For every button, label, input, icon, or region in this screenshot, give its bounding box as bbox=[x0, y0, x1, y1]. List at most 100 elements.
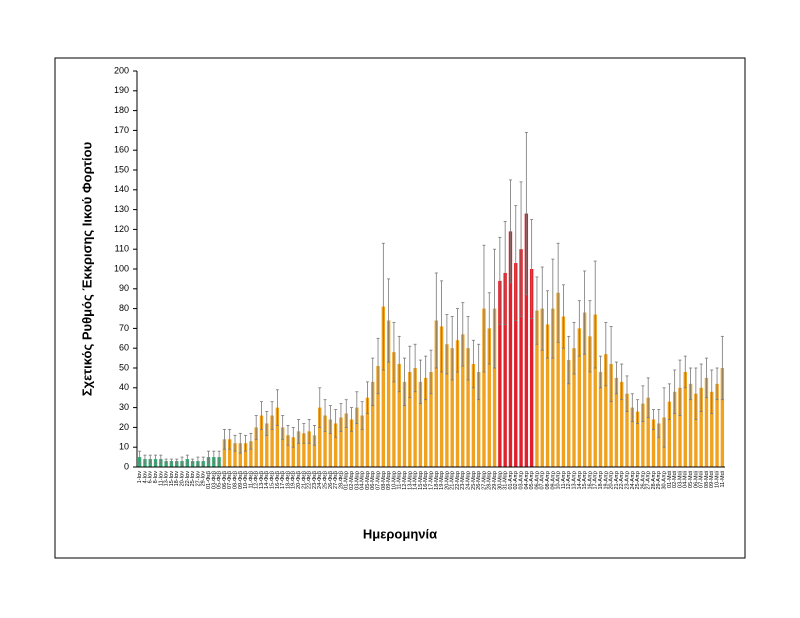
x-tick-label: 23-Μαρ bbox=[460, 471, 466, 490]
bar bbox=[688, 383, 693, 467]
y-tick-label: 110 bbox=[115, 244, 129, 254]
x-tick-label: 04-Μαρ bbox=[360, 471, 366, 490]
y-tick-label: 50 bbox=[119, 362, 129, 372]
y-tick-label: 190 bbox=[114, 85, 129, 95]
x-tick-label: 25-Μαρ bbox=[471, 471, 477, 490]
bar bbox=[413, 368, 417, 467]
x-tick-label: 31-Μαρ bbox=[503, 471, 509, 490]
bar bbox=[556, 292, 560, 467]
bar bbox=[339, 417, 343, 467]
bar bbox=[704, 377, 709, 467]
bar bbox=[508, 231, 513, 467]
x-tick-label: 29-Ιαν bbox=[201, 471, 207, 487]
bar bbox=[609, 364, 613, 467]
x-tick-label: 06-Φεβ bbox=[222, 471, 228, 489]
x-tick-label: 30-Μαρ bbox=[497, 471, 503, 490]
bar bbox=[164, 461, 168, 467]
bar bbox=[333, 423, 338, 467]
bar bbox=[355, 407, 359, 467]
x-tick-label: 12-Μαρ bbox=[402, 471, 408, 490]
x-tick-label: 09-Μαϊ bbox=[709, 470, 715, 488]
x-tick-label: 11-Φεβ bbox=[248, 471, 254, 489]
bar bbox=[371, 381, 375, 467]
bar bbox=[540, 308, 544, 467]
bar bbox=[190, 461, 195, 467]
bar bbox=[296, 431, 301, 467]
x-tick-label: 20-Ιαν bbox=[179, 471, 185, 487]
x-tick-label: 18-Μαρ bbox=[434, 471, 440, 490]
x-tick-label: 25-Φεβ bbox=[323, 471, 329, 489]
x-tick-label: 19-Απρ bbox=[603, 471, 609, 490]
bar bbox=[280, 427, 285, 467]
x-tick-label: 05-Μαϊ bbox=[688, 470, 694, 488]
bar bbox=[710, 391, 714, 467]
bar bbox=[466, 348, 470, 467]
x-tick-label: 14-Απρ bbox=[577, 471, 583, 490]
x-tick-label: 16-Μαρ bbox=[423, 471, 429, 490]
y-tick-label: 140 bbox=[114, 184, 129, 194]
x-tick-label: 11-Ιαν bbox=[158, 471, 164, 486]
bar bbox=[461, 334, 465, 467]
x-tick-label: 15-Απρ bbox=[582, 471, 588, 490]
x-tick-label: 22-Φεβ bbox=[307, 471, 313, 489]
x-tick-label: 28-Φεβ bbox=[338, 471, 344, 489]
x-tick-label: 13-Μαρ bbox=[407, 471, 413, 490]
bar bbox=[641, 403, 645, 467]
bar bbox=[312, 435, 317, 467]
bar bbox=[699, 387, 703, 467]
x-tick-label: 01-Μαϊ bbox=[667, 470, 673, 488]
bar bbox=[657, 423, 661, 467]
x-tick-label: 14-Μαρ bbox=[413, 471, 419, 490]
x-tick-label: 01-Φεβ bbox=[206, 471, 212, 489]
x-tick-label: 28-Μαρ bbox=[487, 471, 493, 490]
x-tick-label: 11-Μαϊ bbox=[720, 470, 726, 487]
y-tick-label: 70 bbox=[119, 323, 129, 333]
bar bbox=[604, 354, 608, 467]
bar bbox=[344, 413, 348, 467]
x-tick-label: 21-Μαρ bbox=[450, 471, 456, 490]
bar bbox=[651, 419, 656, 467]
x-tick-label: 14-Φεβ bbox=[264, 471, 270, 489]
x-tick-label: 27-Απρ bbox=[646, 471, 652, 490]
x-tick-label: 05-Φεβ bbox=[217, 471, 223, 489]
bar bbox=[582, 312, 587, 467]
bar bbox=[561, 316, 566, 467]
bar bbox=[529, 269, 534, 467]
y-tick-label: 130 bbox=[114, 204, 129, 214]
x-tick-label: 18-Φεβ bbox=[285, 471, 291, 489]
x-tick-label: 26-Μαρ bbox=[476, 471, 482, 490]
bar bbox=[418, 381, 423, 467]
bar bbox=[593, 314, 597, 467]
x-tick-label: 8-Ιαν bbox=[153, 471, 159, 484]
bar bbox=[238, 443, 242, 467]
x-tick-label: 01-Απρ bbox=[508, 471, 514, 490]
bar bbox=[254, 427, 258, 467]
bar bbox=[498, 280, 502, 467]
bar bbox=[482, 308, 486, 467]
x-tick-label: 24-Απρ bbox=[630, 471, 636, 490]
bar bbox=[514, 263, 518, 467]
y-tick-label: 150 bbox=[114, 164, 129, 174]
x-tick-label: 06-Μαρ bbox=[370, 471, 376, 490]
y-tick-label: 120 bbox=[114, 224, 129, 234]
x-tick-label: 11-Απρ bbox=[561, 471, 567, 489]
x-tick-label: 4-Ιαν bbox=[142, 471, 148, 484]
x-tick-label: 29-Μαρ bbox=[492, 471, 498, 490]
bar bbox=[386, 320, 391, 467]
x-tick-label: 02-Μαρ bbox=[349, 471, 355, 490]
bar bbox=[678, 387, 682, 467]
x-tick-label: 13-Απρ bbox=[571, 471, 577, 490]
x-tick-label: 05-Μαρ bbox=[365, 471, 371, 490]
chart-frame bbox=[54, 57, 746, 559]
x-tick-label: 27-Φεβ bbox=[333, 471, 339, 489]
bar bbox=[683, 371, 687, 467]
bar bbox=[667, 401, 672, 467]
y-tick-label: 30 bbox=[119, 402, 129, 412]
x-tick-label: 27-Ιαν bbox=[195, 471, 201, 487]
bar bbox=[424, 377, 428, 467]
bar bbox=[492, 308, 497, 467]
x-tick-label: 15-Ιαν bbox=[169, 471, 175, 487]
y-tick-label: 180 bbox=[114, 105, 129, 115]
bar bbox=[635, 411, 640, 467]
